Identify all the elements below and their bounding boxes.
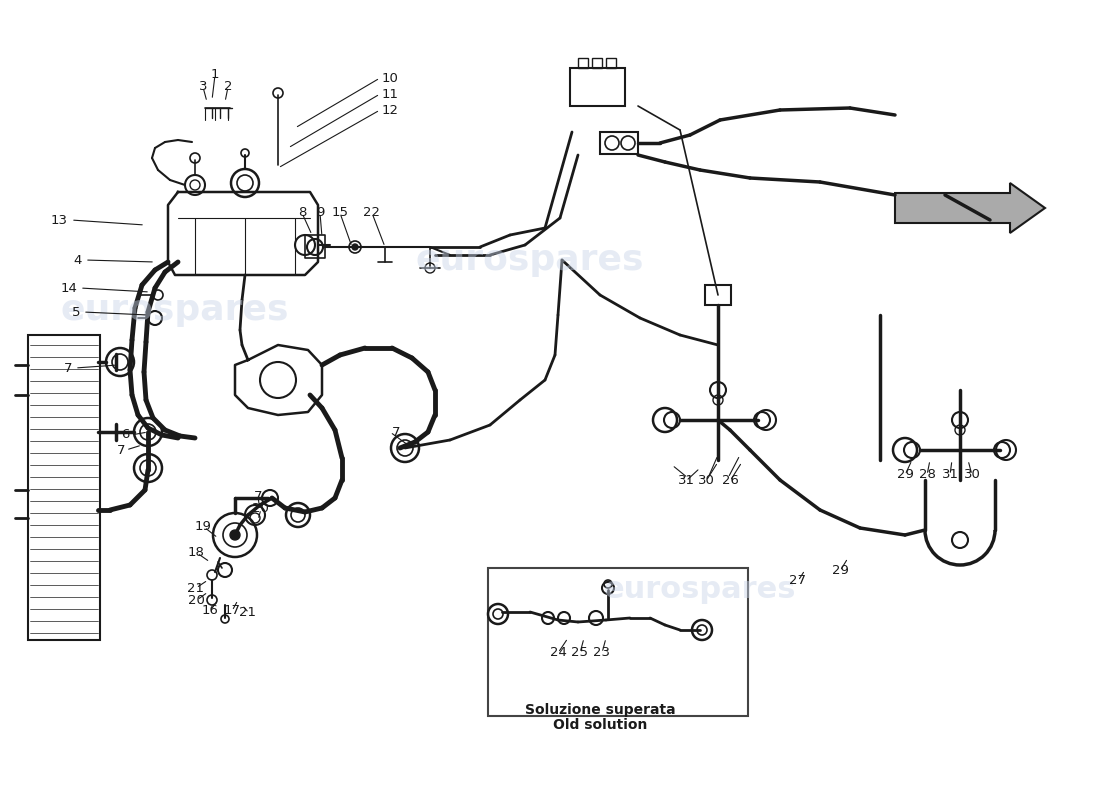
Text: 19: 19 <box>195 519 211 533</box>
Text: 29: 29 <box>832 563 848 577</box>
Circle shape <box>230 530 240 540</box>
Text: 20: 20 <box>188 594 205 606</box>
Bar <box>592 58 602 68</box>
Text: 29: 29 <box>896 467 913 481</box>
Text: 7: 7 <box>117 443 125 457</box>
Text: 8: 8 <box>298 206 306 218</box>
Bar <box>600 132 638 154</box>
Text: 7: 7 <box>392 426 400 438</box>
Text: eurospares: eurospares <box>416 243 645 277</box>
Text: 6: 6 <box>122 429 130 442</box>
Text: 10: 10 <box>382 71 399 85</box>
Text: 15: 15 <box>331 206 349 218</box>
Text: 14: 14 <box>60 282 77 294</box>
Text: 27: 27 <box>790 574 806 586</box>
Text: 2: 2 <box>223 81 232 94</box>
Text: 30: 30 <box>964 467 980 481</box>
Bar <box>606 58 616 68</box>
Text: 7: 7 <box>254 490 262 502</box>
Text: 31: 31 <box>678 474 694 486</box>
Text: 18: 18 <box>188 546 205 559</box>
Text: 12: 12 <box>382 103 399 117</box>
Circle shape <box>352 244 358 250</box>
Text: 28: 28 <box>918 467 935 481</box>
Text: 24: 24 <box>550 646 566 658</box>
Text: 26: 26 <box>722 474 738 486</box>
Text: 4: 4 <box>74 254 82 266</box>
Bar <box>705 285 732 305</box>
Text: 25: 25 <box>572 646 588 658</box>
Text: 16: 16 <box>201 603 219 617</box>
Bar <box>570 68 625 106</box>
Text: eurospares: eurospares <box>604 575 796 605</box>
FancyArrow shape <box>895 183 1045 233</box>
Text: 9: 9 <box>316 206 324 218</box>
Text: 21: 21 <box>187 582 204 594</box>
Text: 7: 7 <box>64 362 72 374</box>
Text: 3: 3 <box>199 81 207 94</box>
Bar <box>28 335 100 640</box>
Text: 21: 21 <box>240 606 256 619</box>
Text: 11: 11 <box>382 87 399 101</box>
Text: Soluzione superata: Soluzione superata <box>525 703 675 717</box>
Text: 20: 20 <box>252 502 268 514</box>
Bar <box>488 568 748 716</box>
Text: 5: 5 <box>72 306 80 318</box>
Text: Old solution: Old solution <box>553 718 647 732</box>
Text: 31: 31 <box>942 467 958 481</box>
Text: 1: 1 <box>211 69 219 82</box>
Text: 30: 30 <box>697 474 714 486</box>
Text: 22: 22 <box>363 206 381 218</box>
Text: eurospares: eurospares <box>60 293 289 327</box>
Text: 17: 17 <box>223 603 241 617</box>
Text: 23: 23 <box>594 646 610 658</box>
Bar <box>578 58 588 68</box>
Text: 13: 13 <box>51 214 68 226</box>
